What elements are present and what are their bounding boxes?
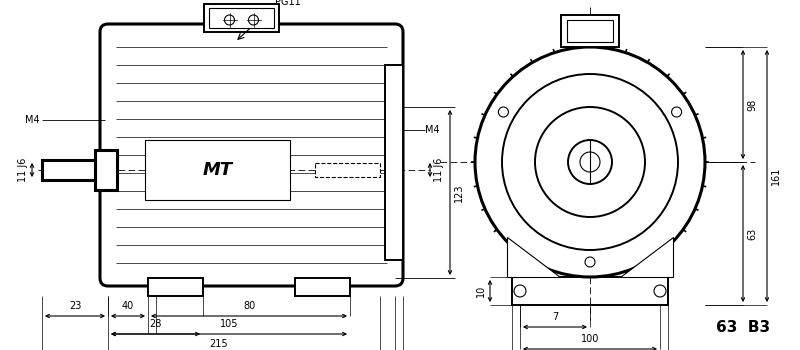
Text: 98: 98	[747, 98, 757, 111]
Bar	[42, 160, 108, 180]
Bar	[148, 278, 203, 296]
FancyBboxPatch shape	[100, 24, 403, 286]
Bar	[315, 163, 380, 177]
Bar	[512, 277, 668, 305]
Bar	[209, 8, 274, 28]
Text: 100: 100	[581, 334, 599, 344]
Bar	[204, 4, 279, 32]
Bar	[561, 15, 619, 47]
Circle shape	[498, 107, 508, 117]
Text: M4: M4	[25, 115, 39, 125]
Circle shape	[654, 285, 666, 297]
Text: 4x4x15: 4x4x15	[342, 0, 378, 2]
Text: 63  B3: 63 B3	[716, 321, 770, 336]
Polygon shape	[507, 237, 560, 277]
Text: 63: 63	[747, 228, 757, 240]
Bar	[295, 278, 350, 296]
Circle shape	[535, 107, 645, 217]
Circle shape	[585, 257, 595, 267]
Text: 23: 23	[69, 301, 81, 311]
Text: 11 J6: 11 J6	[434, 158, 444, 182]
Text: 10: 10	[476, 285, 486, 297]
Circle shape	[475, 47, 705, 277]
Polygon shape	[620, 237, 673, 277]
Circle shape	[580, 152, 600, 172]
Text: 215: 215	[209, 339, 228, 349]
Text: 28: 28	[150, 319, 162, 329]
Text: 105: 105	[220, 319, 238, 329]
Text: MT: MT	[202, 161, 233, 179]
Bar	[95, 150, 117, 190]
Circle shape	[249, 15, 258, 25]
Bar	[145, 140, 290, 200]
Circle shape	[672, 107, 682, 117]
Text: PG11: PG11	[275, 0, 301, 7]
Text: 7: 7	[552, 312, 558, 322]
Text: 40: 40	[122, 301, 134, 311]
Circle shape	[568, 140, 612, 184]
Text: 11 J6: 11 J6	[18, 158, 28, 182]
Circle shape	[514, 285, 526, 297]
Circle shape	[225, 15, 234, 25]
Circle shape	[502, 74, 678, 250]
Bar	[567, 20, 613, 42]
Text: 4x4x15: 4x4x15	[64, 0, 100, 2]
Text: 161: 161	[771, 167, 781, 185]
Bar	[385, 65, 403, 260]
Text: 80: 80	[243, 301, 255, 311]
Text: 123: 123	[454, 183, 464, 202]
Text: M4: M4	[425, 125, 440, 135]
